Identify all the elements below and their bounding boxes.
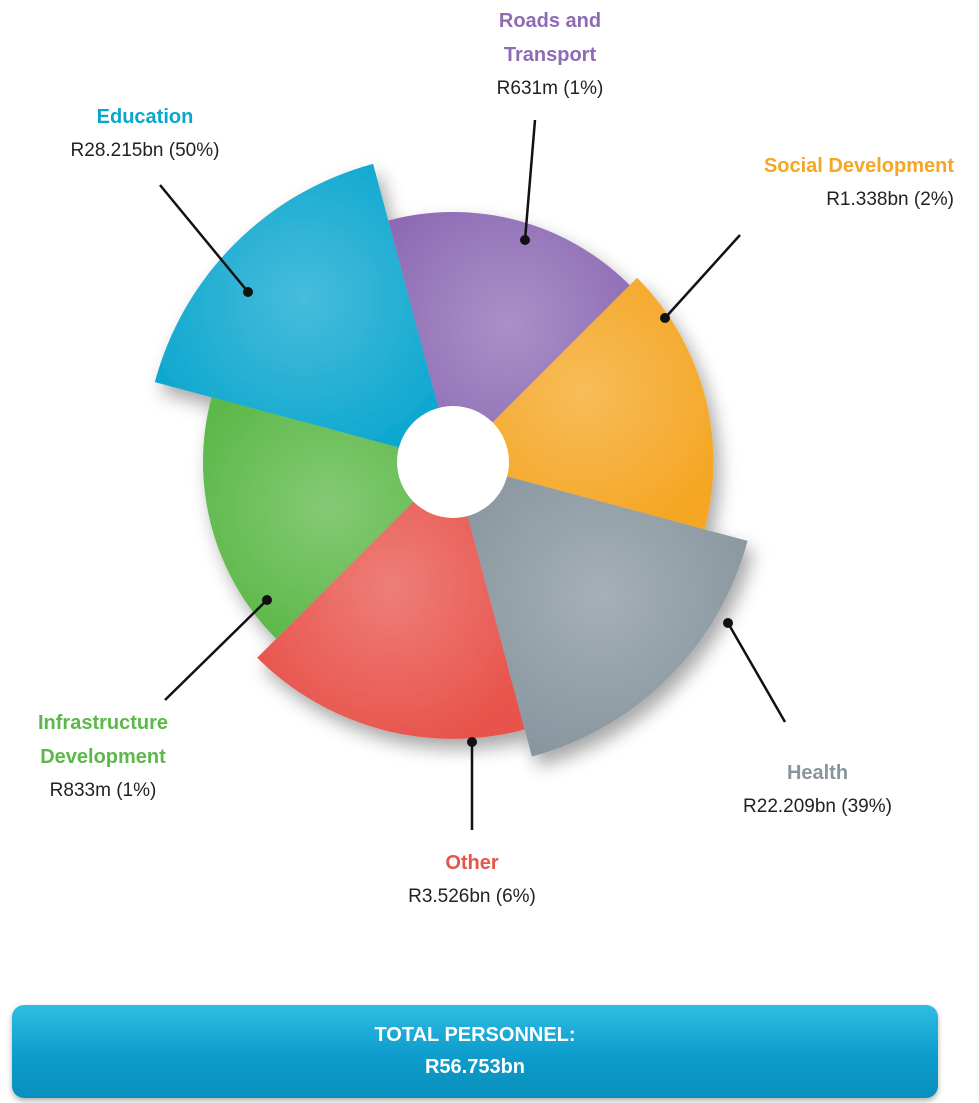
sectors (154, 163, 748, 757)
slice-label: Health R22.209bn (39%) (690, 756, 945, 824)
value-label: R631m (1%) (496, 78, 604, 99)
leader-dot (467, 737, 477, 747)
leader-dot (243, 287, 253, 297)
value-label: R3.526bn (6%) (408, 886, 536, 907)
leader-line (664, 234, 741, 319)
value-label: R22.209bn (39%) (743, 796, 892, 817)
leader-dot (723, 618, 733, 628)
value-label: R28.215bn (50%) (70, 140, 220, 161)
total-label: TOTAL PERSONNEL: (374, 1024, 576, 1046)
category-label: Other (445, 852, 499, 874)
leader-line (164, 599, 268, 701)
category-label: Roads and Transport (498, 10, 602, 66)
category-label: Health (786, 762, 849, 784)
leader-dot (520, 235, 530, 245)
category-label: Infrastructure Development (37, 712, 169, 768)
sector-gloss (388, 211, 630, 462)
category-label: Education (96, 106, 194, 128)
total-value: R56.753bn (424, 1056, 526, 1078)
slice-label: Social Development R1.338bn (2%) (640, 149, 954, 217)
value-label: R833m (1%) (49, 780, 157, 801)
leader-dot (660, 313, 670, 323)
slice-label: Roads and Transport R631m (1%) (440, 4, 660, 106)
slice-label: Education R28.215bn (50%) (20, 100, 270, 168)
sector-gloss (453, 462, 748, 757)
center-hole (397, 406, 509, 518)
chart (154, 119, 787, 830)
sector-gloss (202, 397, 453, 639)
leaders (159, 119, 787, 830)
leader-line (726, 622, 787, 723)
sector-gloss (257, 462, 525, 739)
total-banner: TOTAL PERSONNEL: R56.753bn (12, 1005, 938, 1098)
sector-gloss (453, 277, 714, 530)
value-label: R1.338bn (2%) (826, 189, 954, 210)
slice-label: Other R3.526bn (6%) (347, 846, 597, 914)
leader-line (159, 184, 249, 293)
leader-line (523, 119, 537, 241)
sector-gloss (154, 163, 453, 462)
category-label: Social Development (763, 155, 954, 177)
slice-label: Infrastructure Development R833m (1%) (18, 706, 198, 808)
leader-dot (262, 595, 272, 605)
